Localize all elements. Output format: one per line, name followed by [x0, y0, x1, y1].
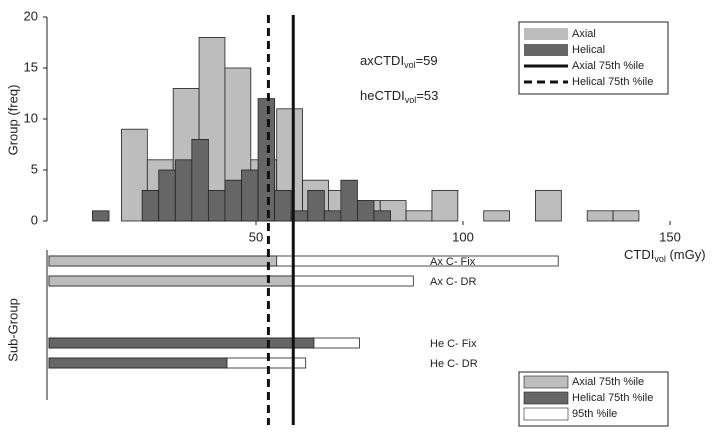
y-tick-label: 10 — [24, 110, 38, 125]
histogram-bar — [323, 210, 342, 222]
y-tick-label: 5 — [31, 161, 38, 176]
annotation: heCTDIvol=53 — [360, 88, 438, 105]
legend-swatch — [523, 407, 569, 421]
histogram-bar — [257, 98, 276, 222]
y-axis-label: Group (freq) — [5, 85, 20, 156]
legend-label: Axial — [572, 28, 596, 40]
category-label: He C- DR — [430, 358, 478, 370]
histogram-bar — [274, 189, 292, 222]
legend-label: Helical — [572, 44, 605, 56]
histogram-bar — [483, 210, 510, 222]
category-label: Ax C- DR — [430, 276, 477, 288]
legend-swatch — [524, 28, 568, 40]
histogram-bar — [612, 210, 640, 222]
y-tick-label: 15 — [24, 59, 38, 74]
y-tick-label: 20 — [24, 8, 38, 23]
legend-swatch — [523, 375, 569, 389]
x-axis-label-sub: vol — [654, 254, 666, 264]
histogram-bar — [241, 169, 259, 222]
legend-label: Helical 75th %ile — [572, 76, 653, 88]
annotation-main: heCTDI — [360, 88, 405, 103]
legend-label: Axial 75th %ile — [572, 60, 644, 72]
histogram-bar — [92, 210, 110, 222]
histogram-bar — [535, 189, 562, 222]
histogram-bar — [357, 200, 375, 222]
x-tick-label: 100 — [452, 229, 474, 244]
annotation-sub: vol — [404, 60, 416, 70]
histogram-bar — [431, 189, 459, 222]
annotation-rest: =59 — [416, 53, 438, 68]
x-tick-label: 50 — [249, 229, 263, 244]
histogram-bar — [373, 210, 391, 222]
x-axis-label-rest: (mGy) — [666, 247, 706, 262]
legend-swatch — [523, 391, 569, 405]
bar — [48, 275, 294, 287]
y-tick-label: 0 — [31, 212, 38, 227]
legend-swatch — [524, 44, 568, 56]
annotation-rest: =53 — [416, 88, 438, 103]
bar — [48, 357, 228, 369]
histogram-bar — [141, 189, 160, 222]
legend-label: Axial 75th %ile — [572, 376, 644, 388]
category-label: Ax C- Fix — [430, 256, 476, 268]
histogram-bar — [174, 159, 193, 222]
x-axis-label: CTDIvol (mGy) — [624, 247, 706, 264]
x-axis-label-main: CTDI — [624, 247, 654, 262]
legend-label: Helical 75th %ile — [572, 392, 653, 404]
histogram-bar — [207, 189, 226, 222]
legend-label: 95th %ile — [572, 408, 617, 420]
category-label: He C- Fix — [430, 338, 477, 350]
histogram-bar — [158, 169, 176, 222]
annotation-main: axCTDI — [360, 53, 404, 68]
histogram-bar — [586, 210, 614, 222]
annotation-sub: vol — [405, 95, 417, 105]
histogram-bar — [405, 210, 433, 222]
bar — [48, 337, 315, 349]
histogram-bar — [224, 179, 242, 222]
bar — [48, 255, 278, 267]
x-tick-label: 150 — [659, 229, 681, 244]
histogram-bar — [191, 138, 209, 222]
annotation: axCTDIvol=59 — [360, 53, 438, 70]
y-axis-label: Sub-Group — [5, 298, 20, 362]
histogram-bar — [340, 179, 358, 222]
histogram-bar — [307, 189, 325, 222]
